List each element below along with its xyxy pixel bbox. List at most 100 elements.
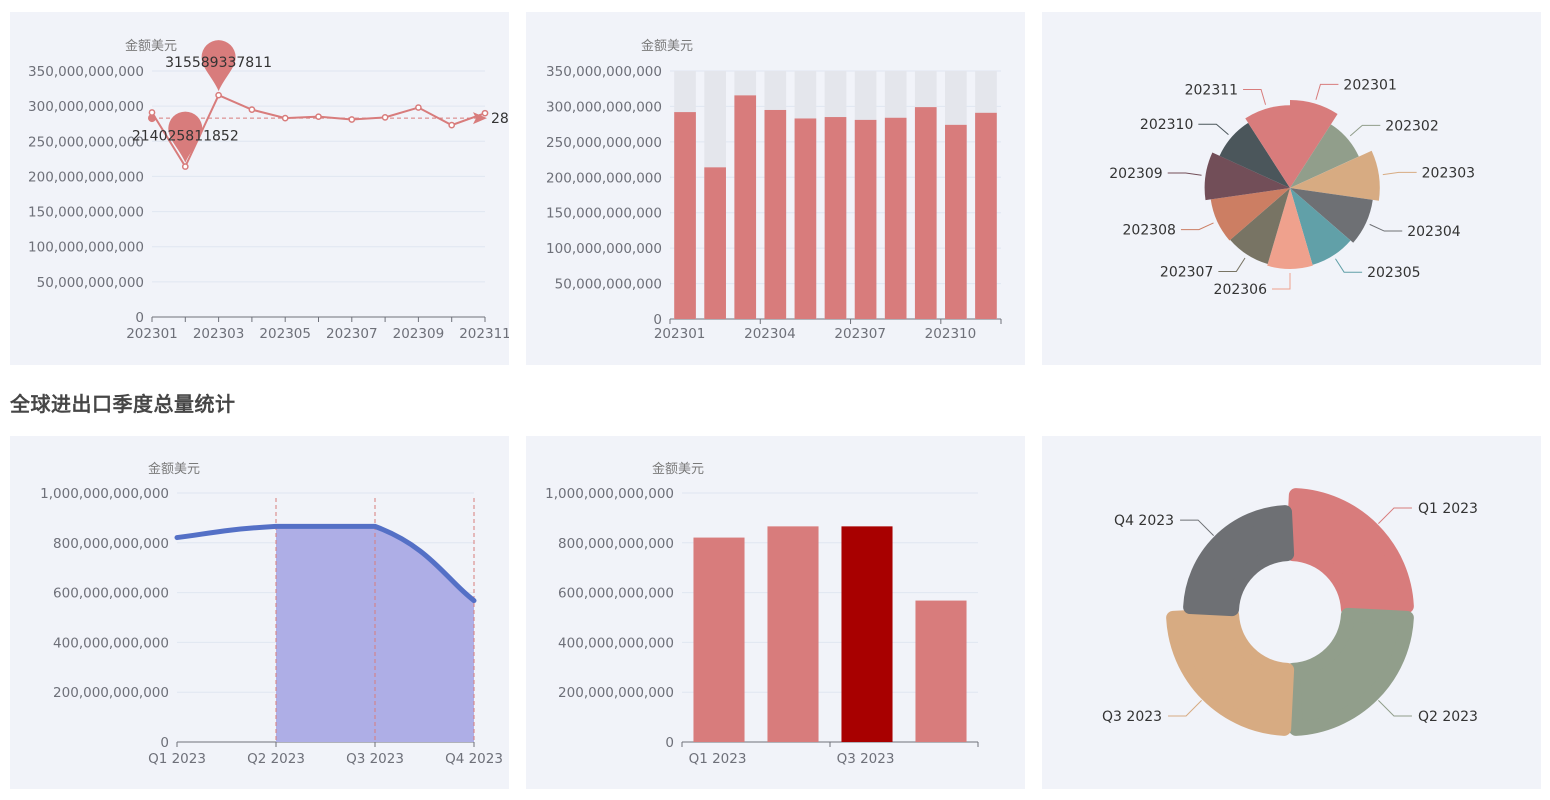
pie-label-line xyxy=(1349,124,1381,137)
y-tick-label: 200,000,000,000 xyxy=(28,169,144,185)
pie-slice xyxy=(1290,124,1359,188)
monthly-pie-chart: 2023012023022023032023042023052023062023… xyxy=(1109,77,1475,298)
data-point xyxy=(415,104,422,111)
y-tick-label: 300,000,000,000 xyxy=(28,99,144,115)
pie-label: 202304 xyxy=(1407,224,1461,240)
donut-segment xyxy=(1166,607,1295,736)
pie-label-line xyxy=(1180,222,1214,231)
pie-label-line xyxy=(1272,272,1291,290)
pie-slice xyxy=(1219,122,1290,188)
donut-label-line xyxy=(1168,700,1202,717)
y-tick-label: 250,000,000,000 xyxy=(28,134,144,150)
y-axis-unit: 金额美元 xyxy=(125,38,177,54)
pie-label-line xyxy=(1198,123,1229,136)
data-point xyxy=(381,114,389,121)
pie-slice xyxy=(1290,188,1373,243)
pie-label-line xyxy=(1218,257,1246,272)
min-markpoint-pin-icon xyxy=(168,111,203,163)
donut-label: Q2 2023 xyxy=(1418,709,1478,725)
y-tick-label: 0 xyxy=(653,312,662,328)
x-tick-label: 202301 xyxy=(654,326,706,342)
pie-label: 202301 xyxy=(1343,77,1396,93)
y-tick-label: 1,000,000,000,000 xyxy=(545,486,674,502)
bar xyxy=(767,526,819,742)
data-point xyxy=(148,109,156,116)
pie-slice xyxy=(1204,152,1290,201)
bar xyxy=(914,107,937,319)
pie-label: 202310 xyxy=(1140,117,1193,133)
series-line xyxy=(174,523,477,604)
quarterly-area-chart: 金额美元 0 200,000,000,000 400,000,000,000 600,0… xyxy=(40,461,503,767)
y-tick-label: 0 xyxy=(665,735,674,751)
bar xyxy=(764,109,787,319)
pie-label: 202307 xyxy=(1160,264,1213,280)
min-markpoint-label: 214025811852 xyxy=(132,129,239,145)
y-tick-label: 150,000,000,000 xyxy=(28,205,144,221)
y-tick-label: 250,000,000,000 xyxy=(546,135,662,151)
y-axis-unit: 金额美元 xyxy=(652,461,704,477)
bar xyxy=(704,167,726,319)
donut-segment xyxy=(1285,488,1414,617)
donut-segment xyxy=(1183,505,1295,617)
bar xyxy=(734,95,757,319)
pie-label: 202308 xyxy=(1123,223,1176,239)
y-tick-label: 200,000,000,000 xyxy=(53,685,169,701)
max-markpoint-label: 315589337811 xyxy=(165,55,272,71)
x-tick-label: 202311 xyxy=(459,326,509,342)
markline-label: 28 xyxy=(491,111,509,127)
y-tick-label: 100,000,000,000 xyxy=(546,241,662,257)
bar xyxy=(945,124,967,319)
data-point xyxy=(348,116,356,123)
y-tick-label: 600,000,000,000 xyxy=(53,586,169,602)
pie-slice xyxy=(1267,188,1313,269)
bar xyxy=(693,537,745,742)
x-tick-label: 202309 xyxy=(393,326,445,342)
y-axis-unit: 金额美元 xyxy=(641,38,693,54)
x-tick-label: 202307 xyxy=(834,326,886,342)
pie-label: 202303 xyxy=(1422,165,1475,181)
bar xyxy=(674,112,696,320)
quarterly-donut-chart: Q1 2023 Q2 2023 Q3 2023 Q4 2023 xyxy=(1102,488,1478,736)
x-tick-label: 202301 xyxy=(126,326,178,342)
y-tick-label: 800,000,000,000 xyxy=(53,536,169,552)
x-tick-label: Q3 2023 xyxy=(837,751,895,767)
y-tick-label: 350,000,000,000 xyxy=(28,64,144,80)
bar-highlighted xyxy=(841,526,893,742)
markline-arrow-icon xyxy=(473,112,487,125)
donut-label-line xyxy=(1378,507,1412,524)
y-tick-label: 1,000,000,000,000 xyxy=(40,486,169,502)
pie-label: 202305 xyxy=(1367,265,1420,281)
pie-slice xyxy=(1210,188,1290,241)
x-tick-label: 202305 xyxy=(259,326,311,342)
quarterly-area-chart-panel: 金额美元 0 200,000,000,000 400,000,000,000 600,0… xyxy=(10,436,509,789)
y-tick-label: 50,000,000,000 xyxy=(555,277,662,293)
donut-label: Q1 2023 xyxy=(1418,501,1478,517)
y-tick-label: 400,000,000,000 xyxy=(53,635,169,651)
data-point xyxy=(248,106,256,114)
pie-slice xyxy=(1290,188,1351,265)
pie-label-line xyxy=(1335,258,1363,273)
bar xyxy=(854,119,877,320)
x-tick-label: 202304 xyxy=(744,326,796,342)
y-axis-unit: 金额美元 xyxy=(148,461,200,477)
donut-label-line xyxy=(1180,519,1214,536)
x-tick-label: 202307 xyxy=(326,326,378,342)
pie-label-line xyxy=(1243,88,1267,105)
y-tick-label: 0 xyxy=(135,310,144,326)
y-tick-label: 200,000,000,000 xyxy=(558,685,674,701)
x-tick-label: Q2 2023 xyxy=(247,751,305,767)
y-tick-label: 50,000,000,000 xyxy=(37,275,144,291)
pie-label: 202309 xyxy=(1109,166,1162,182)
pie-slice xyxy=(1230,188,1290,264)
y-tick-label: 350,000,000,000 xyxy=(546,64,662,80)
y-tick-label: 200,000,000,000 xyxy=(546,170,662,186)
donut-label: Q4 2023 xyxy=(1114,513,1174,529)
quarterly-donut-chart-panel: Q1 2023 Q2 2023 Q3 2023 Q4 2023 xyxy=(1042,436,1541,789)
y-tick-label: 300,000,000,000 xyxy=(546,99,662,115)
monthly-line-chart: 金额美元 0 50,000,000,000 100,000,000,000 150,00… xyxy=(28,38,509,342)
pie-label: 202311 xyxy=(1185,82,1238,98)
y-tick-label: 150,000,000,000 xyxy=(546,206,662,222)
data-point xyxy=(215,91,222,99)
pie-label: 202306 xyxy=(1214,282,1268,298)
data-point xyxy=(448,121,456,129)
